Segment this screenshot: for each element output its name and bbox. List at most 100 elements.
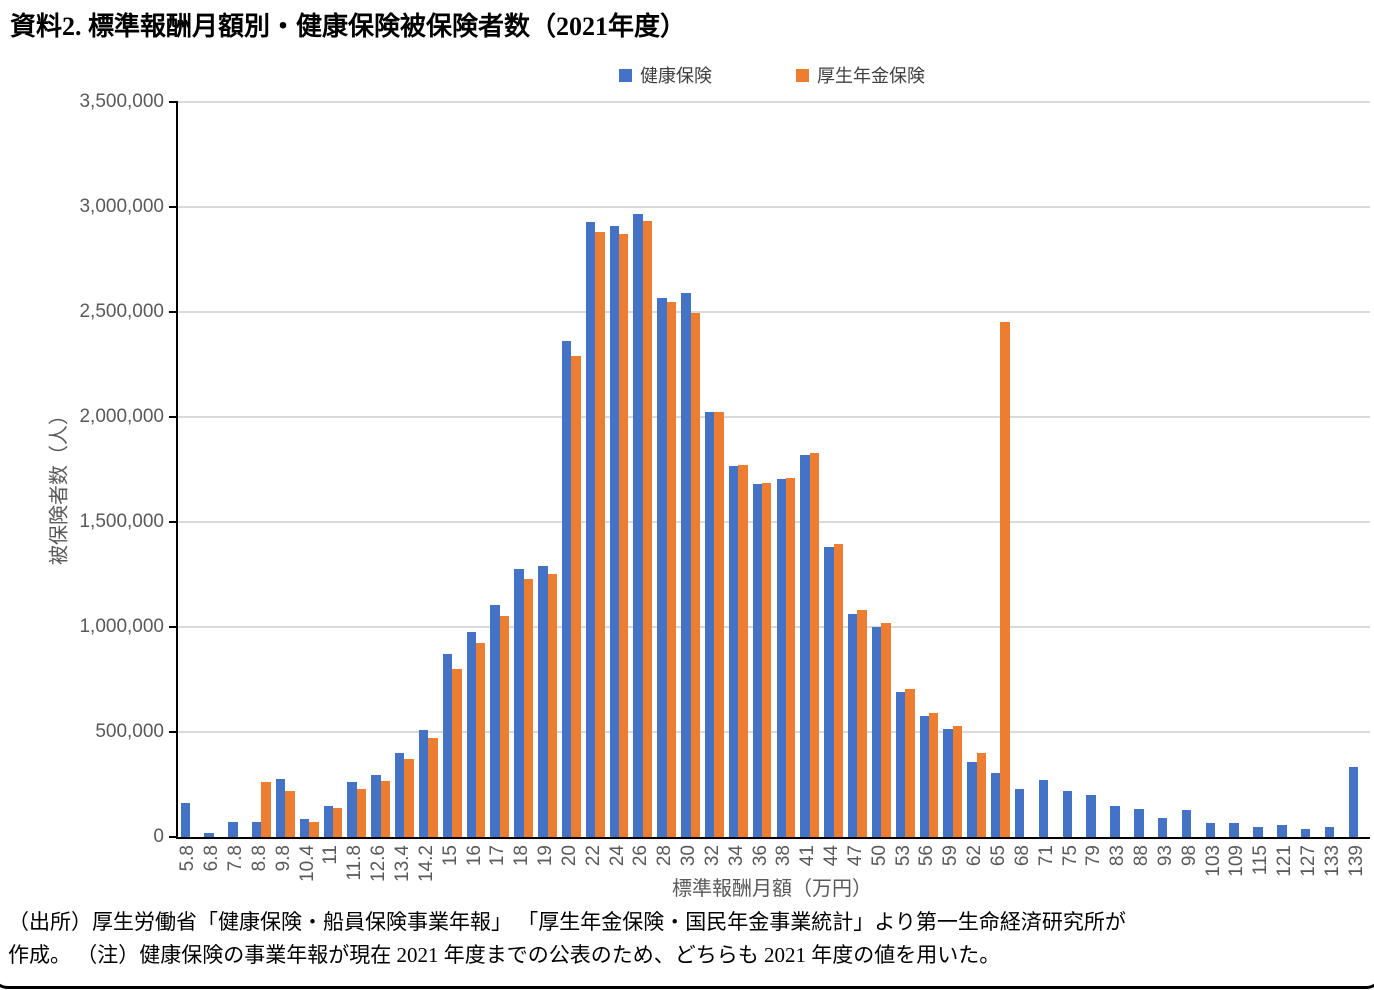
x-axis-tick-label: 34 bbox=[725, 845, 747, 867]
gridline bbox=[178, 521, 1370, 523]
y-axis-tick bbox=[169, 311, 178, 313]
bar-kenpo-11.8 bbox=[347, 782, 357, 837]
x-axis-tick-label: 8.8 bbox=[248, 845, 270, 872]
x-axis-tick-label: 79 bbox=[1083, 845, 1105, 867]
y-axis-tick-label: 3,500,000 bbox=[79, 91, 164, 112]
y-axis-tick-label: 1,500,000 bbox=[79, 511, 164, 532]
bar-kenpo-8.8 bbox=[252, 822, 262, 837]
source-line-2: 作成。 （注）健康保険の事業年報が現在 2021 年度までの公表のため、どちらも… bbox=[8, 943, 1001, 967]
bar-kenpo-11 bbox=[323, 805, 333, 837]
bar-kenpo-20 bbox=[561, 341, 572, 837]
y-axis-tick-label: 3,000,000 bbox=[79, 196, 164, 217]
x-axis-tick-label: 56 bbox=[916, 845, 938, 867]
x-axis-tick-label: 44 bbox=[821, 845, 843, 867]
x-axis-tick-label: 19 bbox=[535, 845, 557, 867]
bar-kenpo-14.2 bbox=[418, 730, 429, 837]
bar-kosei-15 bbox=[452, 669, 462, 837]
x-axis-tick-label: 83 bbox=[1107, 845, 1129, 867]
bar-kosei-65 bbox=[1000, 322, 1010, 837]
source-line-1: （出所）厚生労働省「健康保険・船員保険事業年報」 「厚生年金保険・国民年金事業統… bbox=[8, 910, 1126, 934]
bar-kenpo-103 bbox=[1205, 822, 1216, 837]
bar-kenpo-22 bbox=[585, 221, 596, 837]
x-axis-tick-label: 24 bbox=[606, 845, 628, 867]
legend-label-kosei: 厚生年金保険 bbox=[817, 66, 925, 86]
x-axis-tick-label: 5.8 bbox=[177, 845, 199, 872]
bar-kosei-18 bbox=[523, 579, 534, 837]
gridline bbox=[178, 311, 1370, 313]
y-axis-tick bbox=[169, 836, 178, 838]
x-axis-tick-label: 88 bbox=[1131, 845, 1153, 867]
x-axis-tick-label: 71 bbox=[1035, 845, 1057, 867]
legend-item-kenpo: 健康保険 bbox=[619, 62, 712, 88]
y-axis-tick bbox=[169, 101, 178, 103]
x-axis-tick-label: 47 bbox=[844, 845, 866, 867]
legend-swatch-kosei-icon bbox=[796, 68, 809, 82]
bar-kosei-62 bbox=[976, 753, 987, 837]
x-axis-tick-label: 30 bbox=[678, 845, 700, 867]
x-axis-tick-label: 6.8 bbox=[201, 845, 223, 872]
x-axis-tick-label: 16 bbox=[463, 845, 485, 867]
x-axis-tick-label: 7.8 bbox=[225, 845, 247, 872]
y-axis-tick bbox=[169, 731, 178, 733]
bar-kenpo-9.8 bbox=[275, 779, 286, 837]
bar-kosei-22 bbox=[595, 232, 605, 837]
bar-kosei-47 bbox=[857, 609, 867, 837]
bar-kosei-11 bbox=[332, 808, 343, 837]
legend-swatch-kenpo-icon bbox=[619, 68, 632, 82]
bar-kenpo-44 bbox=[824, 547, 834, 837]
x-axis-tick-label: 28 bbox=[654, 845, 676, 867]
bar-kosei-24 bbox=[619, 234, 629, 837]
y-axis-tick bbox=[169, 206, 178, 208]
bar-kenpo-62 bbox=[967, 762, 977, 837]
bar-kenpo-47 bbox=[848, 613, 858, 837]
gridline bbox=[178, 416, 1370, 418]
bar-kenpo-16 bbox=[466, 632, 476, 837]
bar-kosei-41 bbox=[809, 452, 820, 837]
x-axis-tick-label: 53 bbox=[892, 845, 914, 867]
bar-kenpo-93 bbox=[1157, 817, 1168, 837]
bar-kenpo-139 bbox=[1348, 767, 1359, 837]
bar-kosei-14.2 bbox=[428, 738, 438, 837]
x-axis-tick-label: 26 bbox=[630, 845, 652, 867]
bar-kosei-53 bbox=[905, 688, 915, 837]
bar-kenpo-18 bbox=[514, 569, 524, 837]
bar-kosei-44 bbox=[833, 543, 843, 837]
legend-item-kosei: 厚生年金保険 bbox=[796, 62, 925, 88]
x-axis-tick-label: 75 bbox=[1059, 845, 1081, 867]
bar-kosei-34 bbox=[738, 465, 748, 837]
bar-kenpo-88 bbox=[1134, 809, 1144, 837]
x-axis-tick-label: 59 bbox=[940, 845, 962, 867]
bar-kosei-36 bbox=[762, 482, 772, 837]
x-axis-tick-label: 15 bbox=[439, 845, 461, 867]
x-axis-tick-label: 93 bbox=[1154, 845, 1176, 867]
bar-kosei-28 bbox=[666, 301, 677, 837]
bar-kosei-16 bbox=[476, 642, 486, 837]
bar-kenpo-28 bbox=[657, 298, 667, 837]
bar-kenpo-17 bbox=[490, 605, 500, 837]
bar-kenpo-59 bbox=[943, 728, 953, 837]
bar-kenpo-71 bbox=[1038, 779, 1049, 837]
y-axis-tick bbox=[169, 626, 178, 628]
y-axis-tick-label: 1,000,000 bbox=[79, 616, 164, 637]
bar-kenpo-121 bbox=[1277, 824, 1287, 837]
x-axis-tick-label: 11 bbox=[320, 845, 342, 865]
bar-kosei-32 bbox=[714, 412, 724, 837]
bar-kosei-13.4 bbox=[404, 759, 414, 837]
bar-kenpo-30 bbox=[681, 293, 691, 837]
bar-kosei-17 bbox=[499, 616, 510, 837]
bar-kenpo-13.4 bbox=[395, 753, 405, 837]
gridline bbox=[178, 731, 1370, 733]
bar-kenpo-38 bbox=[776, 479, 786, 837]
bar-kenpo-10.4 bbox=[299, 819, 310, 837]
bar-kosei-38 bbox=[785, 478, 796, 837]
bar-kenpo-127 bbox=[1301, 828, 1311, 837]
y-axis-tick bbox=[169, 416, 178, 418]
y-axis-title: 被保険者数（人） bbox=[48, 405, 71, 565]
y-axis-tick-label: 2,500,000 bbox=[79, 301, 164, 322]
bar-kosei-19 bbox=[547, 574, 557, 837]
x-axis-tick-label: 98 bbox=[1178, 845, 1200, 867]
bar-kosei-12.6 bbox=[380, 781, 391, 837]
y-axis-tick-label: 0 bbox=[153, 826, 164, 847]
x-axis-tick-label: 65 bbox=[987, 845, 1009, 867]
